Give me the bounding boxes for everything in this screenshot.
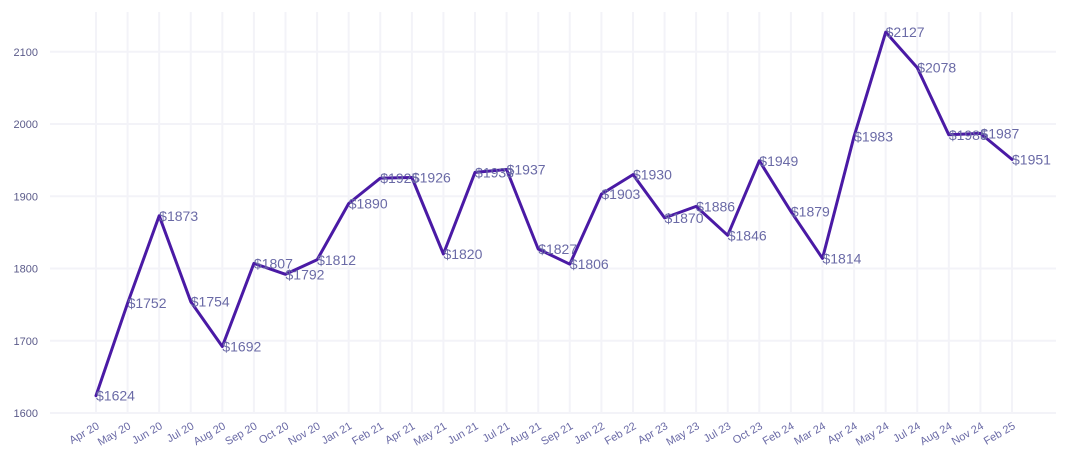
data-label: $1814 bbox=[822, 250, 861, 266]
y-tick-label: 1600 bbox=[14, 408, 38, 420]
x-tick-label: Apr 21 bbox=[383, 420, 417, 447]
data-label: $1925 bbox=[380, 170, 419, 186]
x-tick-label: Oct 23 bbox=[731, 420, 765, 447]
data-label: $1949 bbox=[759, 153, 798, 169]
data-label: $1987 bbox=[980, 125, 1019, 141]
data-label: $1933 bbox=[475, 164, 514, 180]
x-tick-label: Aug 21 bbox=[508, 420, 544, 448]
x-tick-label: Jun 20 bbox=[130, 420, 165, 447]
data-label: $1879 bbox=[791, 203, 830, 219]
data-label: $1806 bbox=[570, 256, 609, 272]
data-label: $1903 bbox=[601, 186, 640, 202]
y-axis-ticks: 1600 1700 1800 1900 2000 2100 bbox=[14, 47, 38, 420]
y-tick-label: 1800 bbox=[14, 264, 38, 276]
data-label: $1812 bbox=[317, 252, 356, 268]
data-label: $1985 bbox=[949, 127, 988, 143]
x-tick-label: Jan 21 bbox=[320, 420, 355, 447]
x-tick-label: Apr 24 bbox=[825, 420, 859, 447]
y-tick-label: 2000 bbox=[14, 119, 38, 131]
x-tick-label: Jun 21 bbox=[446, 420, 481, 447]
x-tick-label: May 20 bbox=[96, 420, 133, 448]
data-label: $1886 bbox=[696, 198, 735, 214]
data-label: $1754 bbox=[191, 294, 230, 310]
data-label: $1820 bbox=[443, 246, 482, 262]
data-label: $1692 bbox=[222, 339, 261, 355]
data-label: $1926 bbox=[412, 169, 451, 185]
x-tick-label: Feb 25 bbox=[982, 420, 1018, 448]
x-tick-label: Jan 22 bbox=[572, 420, 607, 447]
y-tick-label: 2100 bbox=[14, 47, 38, 59]
x-tick-label: May 23 bbox=[664, 420, 701, 448]
data-label: $1752 bbox=[128, 295, 167, 311]
series-line bbox=[94, 30, 1014, 398]
data-label: $1983 bbox=[854, 128, 893, 144]
x-tick-label: Feb 21 bbox=[350, 420, 386, 448]
x-tick-label: Jul 20 bbox=[165, 420, 196, 445]
x-tick-label: Jul 23 bbox=[702, 420, 733, 445]
series-line-group bbox=[94, 30, 1014, 398]
data-label: $1827 bbox=[538, 241, 577, 257]
y-tick-label: 1900 bbox=[14, 191, 38, 203]
y-tick-label: 1700 bbox=[14, 336, 38, 348]
x-tick-label: Aug 24 bbox=[918, 420, 954, 448]
x-tick-label: Nov 20 bbox=[286, 420, 322, 448]
x-tick-label: May 24 bbox=[854, 420, 891, 448]
x-tick-label: Oct 20 bbox=[257, 420, 291, 447]
data-label: $2078 bbox=[917, 60, 956, 76]
x-tick-label: Apr 23 bbox=[636, 420, 670, 447]
x-tick-label: Sep 21 bbox=[539, 420, 575, 448]
x-tick-label: Sep 20 bbox=[223, 420, 259, 448]
data-label: $1873 bbox=[159, 208, 198, 224]
data-label: $1937 bbox=[507, 162, 546, 178]
data-label: $1951 bbox=[1012, 151, 1051, 167]
grid bbox=[50, 12, 1056, 414]
data-labels: $1624 $1752 $1873 $1754 $1692 $1807$1792$1812… bbox=[96, 24, 1051, 403]
x-tick-label: Aug 20 bbox=[192, 420, 228, 448]
x-tick-label: Feb 22 bbox=[603, 420, 639, 448]
x-tick-label: Mar 24 bbox=[792, 420, 828, 448]
x-tick-label: Jul 21 bbox=[481, 420, 512, 445]
data-label: $2127 bbox=[886, 24, 925, 40]
x-tick-label: Jul 24 bbox=[891, 420, 922, 445]
data-label: $1930 bbox=[633, 167, 672, 183]
data-label: $1870 bbox=[665, 210, 704, 226]
data-label: $1807 bbox=[254, 255, 293, 271]
data-label: $1846 bbox=[728, 227, 767, 243]
x-tick-label: Feb 24 bbox=[761, 420, 797, 448]
data-label: $1624 bbox=[96, 388, 135, 404]
data-label: $1890 bbox=[349, 195, 388, 211]
x-tick-label: Apr 20 bbox=[67, 420, 101, 447]
x-tick-label: May 21 bbox=[412, 420, 449, 448]
data-label: $1792 bbox=[286, 266, 325, 282]
x-tick-label: Nov 24 bbox=[950, 420, 986, 448]
